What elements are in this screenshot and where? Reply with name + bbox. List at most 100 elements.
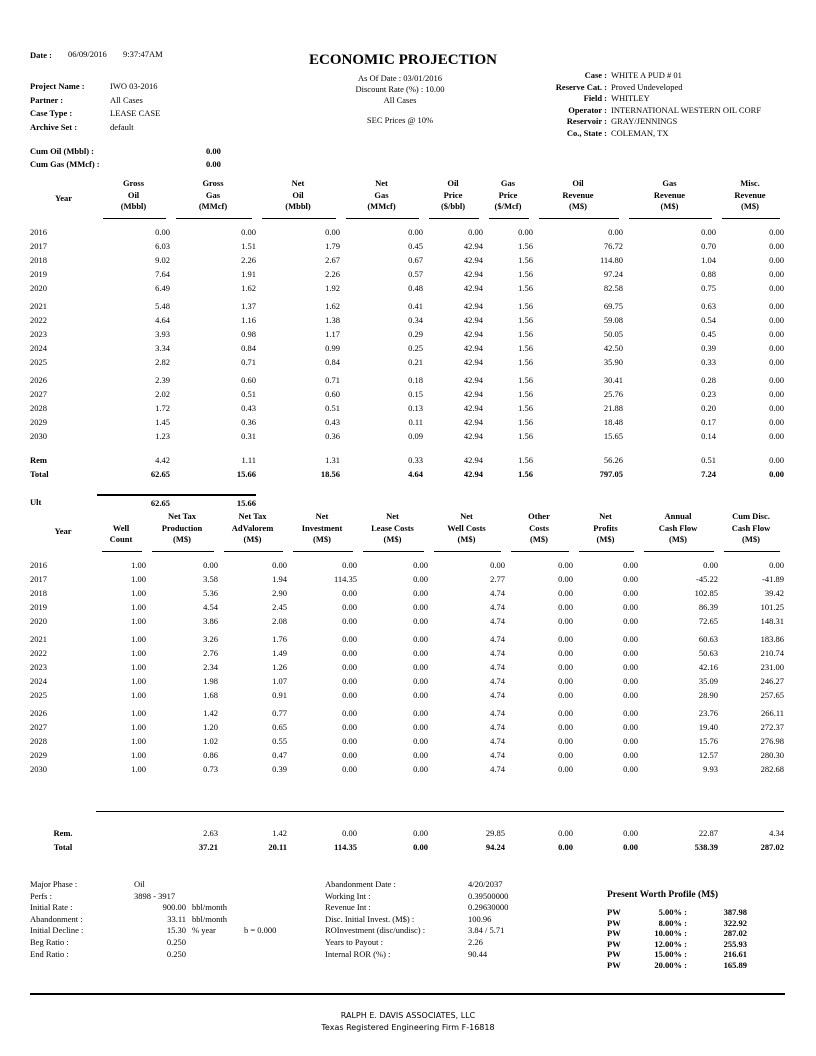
value-cell: 42.94 (463, 374, 483, 385)
column-header: Misc. Revenue (M$) (716, 178, 784, 219)
value-cell: 37.21 (198, 841, 218, 852)
group-gap (30, 443, 784, 453)
value-cell: 56.26 (603, 454, 623, 465)
header-line: Other (528, 511, 550, 521)
value-cell: 1.00 (131, 675, 146, 686)
value-cell: 0.00 (558, 763, 573, 774)
value-cell: 23.76 (698, 707, 718, 718)
year-cell: 2030 (30, 430, 47, 441)
table-row: 2018 1.00 5.36 2.90 0.00 0.00 4.74 0.00 0.00 102.… (30, 586, 784, 600)
value-cell: 0.00 (342, 763, 357, 774)
value-cell: 35.90 (603, 356, 623, 367)
param-unit: bbl/month (192, 913, 227, 924)
value-cell: 4.74 (490, 601, 505, 612)
value-cell: 1.00 (131, 661, 146, 672)
value-cell: 5.36 (203, 587, 218, 598)
header-line: Production (161, 522, 203, 533)
value-cell: 0.67 (408, 254, 423, 265)
cum-gas: 0.00 (206, 159, 221, 169)
header-line: Cash Flow (658, 522, 698, 533)
table-row: 2028 1.72 0.43 0.51 0.13 42.94 1.56 21.88 0.20 0.… (30, 401, 784, 415)
year-cell: 2021 (30, 633, 47, 644)
value-cell: 1.00 (131, 689, 146, 700)
value-cell: 4.74 (490, 587, 505, 598)
value-cell: 0.00 (413, 689, 428, 700)
column-header: Net Investment (M$) (287, 511, 357, 552)
footer-registration: Texas Registered Engineering Firm F-1681… (321, 1023, 495, 1032)
header-line: Net (460, 511, 473, 521)
value-cell: 0.00 (342, 675, 357, 686)
year-cell: 2016 (30, 559, 47, 570)
value-cell: 2.77 (490, 573, 505, 584)
date-label: Date : (30, 50, 52, 60)
value-cell: 1.00 (131, 707, 146, 718)
case-info: Case : WHITE A PUD # 01 Reserve Cat. : Pro… (527, 70, 761, 139)
value-cell: 1.04 (701, 254, 716, 265)
value-cell: 29.85 (485, 827, 505, 838)
value-cell: 0.09 (408, 430, 423, 441)
value-cell: 9.02 (155, 254, 170, 265)
param-unit (192, 949, 244, 961)
value-cell: 0.91 (272, 689, 287, 700)
column-header: Other Costs (M$) (505, 511, 573, 552)
header-line: Annual (664, 511, 692, 521)
year-cell: 2020 (30, 282, 47, 293)
header-underline (103, 213, 166, 219)
value-cell: 0.00 (623, 559, 638, 570)
param-label: Perfs : (30, 890, 52, 901)
summary-row: Perfs : 3898 - 3917 (30, 891, 304, 903)
summary-row: Abandonment : 33.11 bbl/month (30, 914, 304, 926)
value-cell: 1.56 (518, 328, 533, 339)
value-cell: 42.94 (463, 356, 483, 367)
value-cell: 4.54 (203, 601, 218, 612)
header-line: Revenue (734, 189, 766, 200)
value-cell: 0.20 (701, 402, 716, 413)
pw-profile: PW 5.00% : 387.98 PW 8.00% : 322.92 PW 10.00% :… (607, 907, 747, 970)
header-line: Misc. (740, 178, 760, 188)
column-header: Net Oil (Mbbl) (256, 178, 340, 219)
value-cell: 0.00 (342, 647, 357, 658)
value-cell: 0.00 (623, 647, 638, 658)
value-cell: 59.08 (603, 314, 623, 325)
value-cell: 0.00 (769, 328, 784, 339)
value-cell: 0.00 (413, 587, 428, 598)
value-cell: 42.94 (463, 328, 483, 339)
value-cell: 0.39 (701, 342, 716, 353)
reserve-cat-label: Reserve Cat. : (555, 81, 607, 92)
value-cell: 4.74 (490, 721, 505, 732)
pw-row: PW 5.00% : 387.98 (607, 907, 747, 918)
value-cell: 0.00 (413, 721, 428, 732)
header-line: Net (599, 511, 612, 521)
value-cell: 0.00 (623, 633, 638, 644)
value-cell: 69.75 (603, 300, 623, 311)
reserve-cat: Proved Undeveloped (611, 81, 683, 92)
param-value: 900.00 (162, 902, 186, 913)
ult-row: Ult 62.65 15.66 (30, 495, 784, 510)
value-cell: 1.00 (131, 749, 146, 760)
value-cell: 4.74 (490, 749, 505, 760)
row-label: Ult (30, 497, 42, 507)
value-cell: 114.35 (333, 573, 357, 584)
header-underline (152, 546, 214, 552)
value-cell: 797.05 (599, 468, 623, 479)
value-cell: 2.02 (155, 388, 170, 399)
pw-label: PW (607, 917, 621, 928)
value-cell: 0.00 (558, 675, 573, 686)
value-cell: 42.94 (463, 268, 483, 279)
table-row: 2027 2.02 0.51 0.60 0.15 42.94 1.56 25.76 0.23 0.… (30, 387, 784, 401)
value-cell: 0.77 (272, 707, 287, 718)
year-cell: 2027 (30, 721, 47, 732)
value-cell: 0.60 (325, 388, 340, 399)
decline-parameters: Major Phase : Oil Perfs :3898 - 3917 Initia… (30, 879, 304, 960)
param-label: Major Phase : (30, 879, 78, 889)
value-cell: 2.08 (272, 615, 287, 626)
year-cell: 2018 (30, 587, 47, 598)
header-line: (M$) (569, 201, 587, 211)
value-cell: 1.68 (203, 689, 218, 700)
value-cell: 0.00 (558, 749, 573, 760)
value-cell: 246.27 (760, 675, 784, 686)
table-row: 2025 1.00 1.68 0.91 0.00 0.00 4.74 0.00 0.00 28.9… (30, 688, 784, 702)
value-cell: 0.14 (701, 430, 716, 441)
pw-value: 216.61 (723, 949, 747, 959)
header-line: (M$) (457, 534, 476, 544)
